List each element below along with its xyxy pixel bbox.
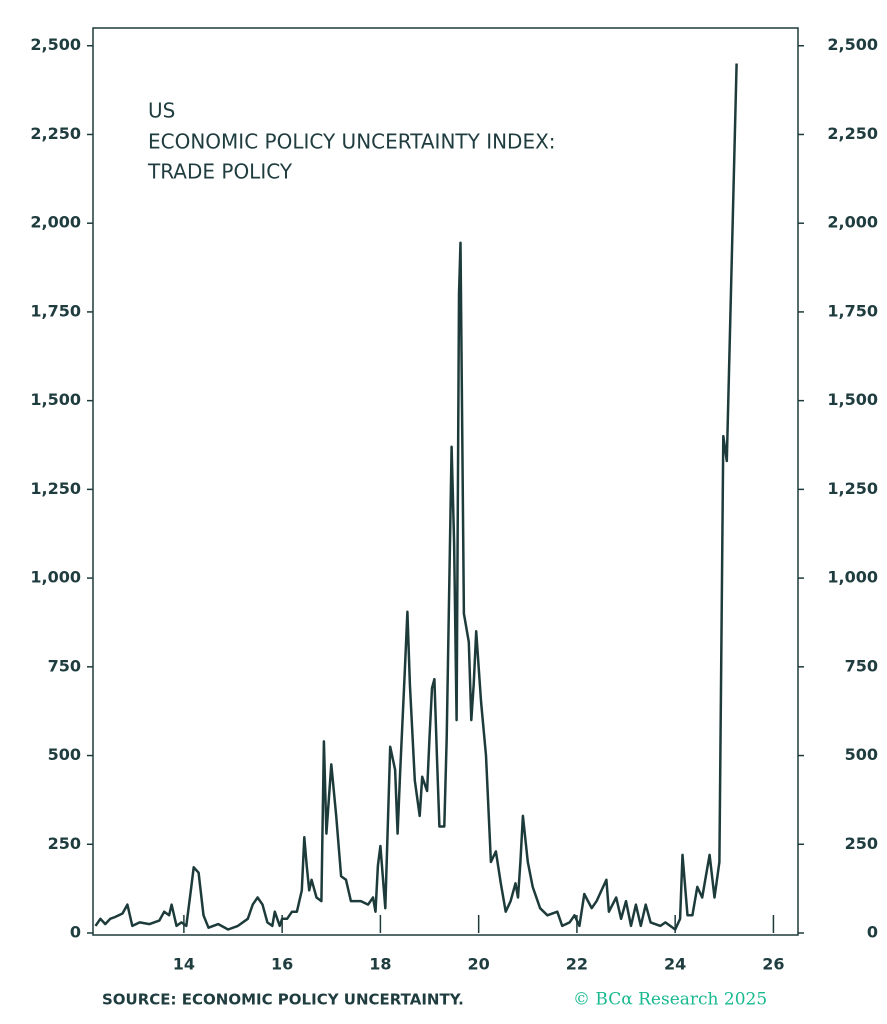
y-tick-label: 1,000 (30, 568, 81, 587)
y2-tick-label: 250 (845, 834, 878, 853)
x-tick-label: 14 (173, 955, 195, 974)
y-tick-label: 750 (48, 656, 81, 675)
x-tick-label: 18 (369, 955, 391, 974)
y2-tick-label: 1,000 (827, 568, 878, 587)
chart-title: ECONOMIC POLICY UNCERTAINTY INDEX: (148, 130, 556, 154)
y2-tick-label: 2,250 (827, 124, 878, 143)
y-tick-label: 2,250 (30, 124, 81, 143)
y2-tick-label: 0 (867, 923, 878, 942)
y-tick-label: 1,500 (30, 390, 81, 409)
x-tick-label: 16 (271, 955, 293, 974)
y2-tick-label: 1,250 (827, 479, 878, 498)
x-tick-label: 22 (566, 955, 588, 974)
y-tick-label: 0 (70, 923, 81, 942)
data-line (94, 63, 738, 931)
y-tick-label: 2,500 (30, 35, 81, 54)
chart-title: TRADE POLICY (147, 160, 293, 184)
y2-tick-label: 1,500 (827, 390, 878, 409)
y2-tick-label: 2,000 (827, 213, 878, 232)
y2-tick-label: 2,500 (827, 35, 878, 54)
plot-frame (92, 27, 799, 936)
y2-tick-label: 500 (845, 745, 878, 764)
y-tick-label: 250 (48, 834, 81, 853)
y-tick-label: 1,750 (30, 301, 81, 320)
chart-title: US (148, 99, 175, 123)
x-tick-label: 26 (762, 955, 784, 974)
y-tick-label: 1,250 (30, 479, 81, 498)
credit: © BCα Research 2025 (573, 990, 767, 1010)
y-tick-label: 2,000 (30, 213, 81, 232)
source-note: SOURCE: ECONOMIC POLICY UNCERTAINTY. (102, 991, 464, 1009)
x-tick-label: 24 (664, 955, 686, 974)
y2-tick-label: 750 (845, 656, 878, 675)
x-tick-label: 20 (468, 955, 490, 974)
y-tick-label: 500 (48, 745, 81, 764)
y2-tick-label: 1,750 (827, 301, 878, 320)
